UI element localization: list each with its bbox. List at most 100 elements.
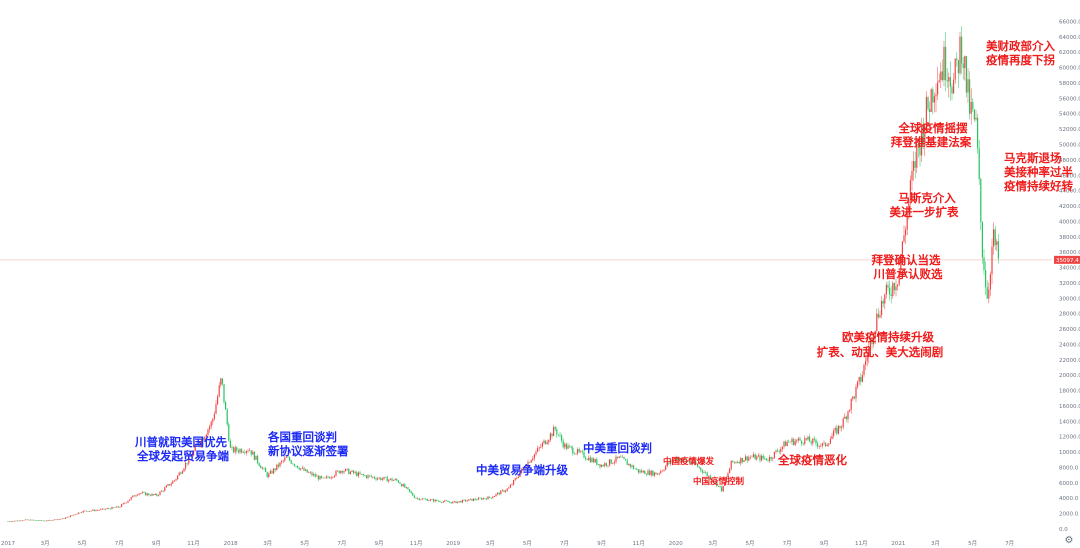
candle-body xyxy=(508,487,510,489)
candle-body xyxy=(228,424,230,441)
candle-body xyxy=(893,282,895,291)
candle-body xyxy=(257,455,259,463)
candle-body xyxy=(617,456,619,458)
candle-body xyxy=(841,427,843,429)
candle-body xyxy=(405,487,407,488)
candle-body xyxy=(511,484,513,486)
candle-body xyxy=(335,470,337,476)
x-tick-label: 5月 xyxy=(78,540,87,547)
candle-body xyxy=(636,468,638,470)
candle-body xyxy=(255,455,257,460)
candle-body xyxy=(261,467,263,469)
candle-body xyxy=(602,465,604,467)
candle-body xyxy=(661,470,663,472)
candle-body xyxy=(370,475,372,477)
annotations: 川普就职美国优先 全球发起贸易争端 各国重回谈判 新协议逐渐签署 中美贸易争端升… xyxy=(134,39,1074,487)
candle-body xyxy=(527,461,529,468)
x-tick-label: 3月 xyxy=(263,540,272,547)
candle-body xyxy=(836,428,838,434)
candle-body xyxy=(933,96,935,103)
candle-body xyxy=(812,438,814,444)
candle-body xyxy=(689,461,691,463)
x-tick-label: 7月 xyxy=(1005,540,1014,547)
x-tick-label: 2020 xyxy=(669,541,683,547)
candle-body xyxy=(927,97,929,110)
candle-body xyxy=(818,445,820,447)
candle-body xyxy=(541,443,543,447)
candle-body xyxy=(997,241,999,259)
candle-body xyxy=(386,476,388,482)
candle-body xyxy=(727,473,729,478)
candle-body xyxy=(71,515,73,516)
candle-body xyxy=(701,470,703,473)
candle-body xyxy=(479,497,481,499)
candle-body xyxy=(909,180,911,201)
candle-body xyxy=(373,476,375,479)
candle-body xyxy=(162,490,164,492)
candle-body xyxy=(426,499,428,501)
y-tick-label: 0.0 xyxy=(1059,527,1068,533)
candle-body xyxy=(564,443,566,448)
candle-body xyxy=(986,287,988,299)
candle-body xyxy=(561,435,563,441)
candle-body xyxy=(474,498,476,500)
candle-body xyxy=(394,479,396,481)
candle-body xyxy=(989,274,991,290)
candle-body xyxy=(881,300,883,316)
candle-body xyxy=(775,450,777,452)
candle-body xyxy=(397,480,399,483)
candle-body xyxy=(745,456,747,461)
candle-body xyxy=(453,501,455,502)
candle-body xyxy=(583,451,585,458)
candle-body xyxy=(562,440,564,448)
candle-body xyxy=(855,386,857,399)
candle-body xyxy=(925,97,927,129)
candle-body xyxy=(501,490,503,491)
candle-body xyxy=(729,468,731,474)
candle-body xyxy=(706,472,708,476)
candle-body xyxy=(90,510,92,512)
gear-icon[interactable]: ⚙ xyxy=(1064,535,1074,546)
candle-body xyxy=(759,455,761,461)
candle-body xyxy=(993,229,995,247)
candle-body xyxy=(268,473,270,478)
candle-body xyxy=(575,453,577,455)
y-tick-label: 18000.0 xyxy=(1059,389,1080,395)
candle-body xyxy=(289,457,291,461)
annotation-west-escalation: 欧美疫情持续升级 扩表、动乱、美大选闹剧 xyxy=(817,330,944,359)
candle-body xyxy=(98,510,100,511)
candle-body xyxy=(876,313,878,331)
annotation-china-outbreak: 中国疫情爆发 xyxy=(663,456,715,467)
candle-body xyxy=(829,439,831,444)
candle-body xyxy=(889,287,891,295)
candle-body xyxy=(877,313,879,318)
candle-body xyxy=(207,429,209,435)
y-tick-label: 36000.0 xyxy=(1059,250,1080,256)
candle-body xyxy=(559,434,561,436)
candle-body xyxy=(961,36,963,64)
candle-body xyxy=(834,428,836,431)
candle-body xyxy=(521,469,523,474)
candle-body xyxy=(594,459,596,463)
candle-body xyxy=(853,396,855,399)
candle-body xyxy=(181,471,183,474)
y-tick-label: 2000.0 xyxy=(1059,512,1079,518)
candle-body xyxy=(705,472,707,473)
candle-body xyxy=(425,498,427,500)
candle-body xyxy=(341,470,343,473)
candle-body xyxy=(141,492,143,494)
candle-body xyxy=(103,508,105,510)
y-tick-label: 44000.0 xyxy=(1059,189,1080,195)
candle-body xyxy=(361,474,363,475)
candle-body xyxy=(948,77,950,82)
candle-body xyxy=(116,506,118,508)
candle-body xyxy=(845,416,847,420)
candle-body xyxy=(433,499,435,502)
candle-body xyxy=(492,496,494,499)
candle-body xyxy=(577,449,579,454)
candle-body xyxy=(687,461,689,462)
candle-body xyxy=(620,456,622,458)
annotation-global-swing: 全球疫情摇摆 拜登推基建法案 xyxy=(890,121,972,149)
y-tick-label: 20000.0 xyxy=(1059,373,1080,379)
